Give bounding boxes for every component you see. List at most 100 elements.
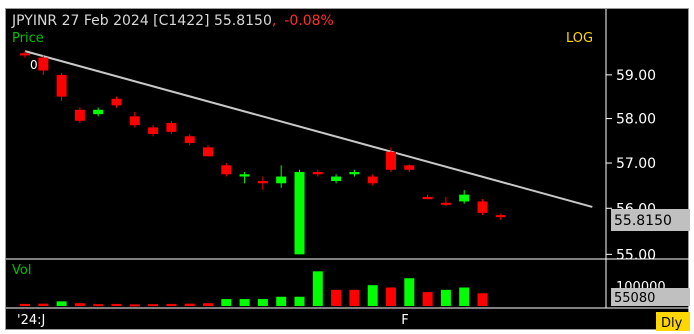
candle[interactable] bbox=[477, 199, 488, 216]
volume-bar[interactable] bbox=[111, 303, 122, 306]
candle-body bbox=[495, 215, 506, 218]
candle-body bbox=[203, 147, 213, 157]
time-axis: '24:J F bbox=[17, 313, 409, 328]
candle-body bbox=[404, 165, 415, 170]
symbol-header: JPYINR 27 Feb 2024 [C1422] 55.8150, -0.08… bbox=[11, 13, 334, 29]
price-tick-label: 59.00 bbox=[616, 68, 656, 84]
candle[interactable] bbox=[56, 72, 67, 101]
candle[interactable] bbox=[38, 55, 49, 75]
volume-layer bbox=[20, 271, 488, 307]
time-axis-label: F bbox=[401, 313, 408, 328]
candle[interactable] bbox=[93, 107, 104, 117]
candle[interactable] bbox=[184, 134, 195, 146]
candle[interactable] bbox=[203, 145, 213, 157]
candle[interactable] bbox=[312, 169, 323, 177]
volume-bar[interactable] bbox=[294, 296, 305, 306]
first-candle-tag: 0 bbox=[30, 58, 38, 72]
volume-bar[interactable] bbox=[38, 303, 49, 306]
volume-bar[interactable] bbox=[129, 304, 140, 307]
candles-layer bbox=[20, 51, 506, 255]
period-label[interactable]: Dly bbox=[661, 316, 683, 331]
volume-bar[interactable] bbox=[459, 287, 470, 307]
candle-body bbox=[56, 74, 67, 97]
candle[interactable] bbox=[294, 169, 305, 255]
price-label: Price bbox=[12, 31, 44, 46]
volume-bar[interactable] bbox=[20, 303, 30, 306]
candle-body bbox=[74, 109, 85, 121]
candle-body bbox=[440, 202, 451, 205]
candle[interactable] bbox=[422, 194, 433, 200]
volume-bar[interactable] bbox=[422, 292, 433, 306]
volume-bar[interactable] bbox=[349, 289, 360, 306]
volume-bar[interactable] bbox=[184, 303, 195, 306]
candle-body bbox=[294, 172, 305, 255]
candle[interactable] bbox=[276, 165, 287, 188]
volume-bar[interactable] bbox=[440, 289, 451, 306]
volume-bar[interactable] bbox=[312, 271, 323, 306]
candle[interactable] bbox=[440, 196, 451, 207]
volume-bar[interactable] bbox=[257, 299, 268, 306]
candle-body bbox=[367, 176, 378, 184]
last-price-box bbox=[611, 209, 690, 231]
candle-body bbox=[111, 98, 122, 106]
candle-body bbox=[221, 165, 232, 175]
volume-bar[interactable] bbox=[74, 303, 85, 306]
candle[interactable] bbox=[459, 190, 470, 204]
candle[interactable] bbox=[331, 174, 342, 184]
log-scale-label[interactable]: LOG bbox=[566, 31, 593, 46]
candle[interactable] bbox=[239, 172, 250, 184]
candle-body bbox=[93, 109, 104, 115]
candle[interactable] bbox=[129, 111, 140, 128]
candle-body bbox=[312, 172, 323, 175]
candle-body bbox=[257, 181, 268, 184]
candle[interactable] bbox=[349, 169, 360, 177]
candle-body bbox=[184, 136, 195, 143]
candle[interactable] bbox=[257, 176, 268, 191]
candle[interactable] bbox=[74, 107, 85, 123]
candle-body bbox=[459, 194, 470, 202]
candle-body bbox=[422, 196, 433, 200]
candle-body bbox=[166, 122, 177, 132]
candle-body bbox=[148, 127, 159, 135]
volume-bar[interactable] bbox=[276, 296, 287, 306]
volume-bar[interactable] bbox=[386, 287, 396, 307]
volume-bar[interactable] bbox=[404, 278, 415, 306]
candle-body bbox=[349, 172, 360, 175]
volume-bar[interactable] bbox=[367, 285, 378, 306]
volume-bar[interactable] bbox=[166, 303, 177, 306]
candle[interactable] bbox=[386, 147, 396, 173]
volume-bar[interactable] bbox=[477, 293, 488, 306]
candle-body bbox=[276, 176, 287, 184]
trendline[interactable] bbox=[24, 50, 593, 208]
candle-body bbox=[20, 53, 30, 56]
candle-body bbox=[331, 176, 342, 182]
volume-label: Vol bbox=[12, 263, 31, 278]
volume-bar[interactable] bbox=[148, 304, 159, 307]
volume-bar[interactable] bbox=[239, 299, 250, 306]
candle[interactable] bbox=[111, 96, 122, 108]
candle-body bbox=[477, 201, 488, 213]
candle[interactable] bbox=[495, 213, 506, 220]
time-axis-label: '24:J bbox=[17, 313, 45, 328]
volume-bar[interactable] bbox=[56, 301, 67, 306]
candle-body bbox=[129, 116, 140, 126]
volume-bar[interactable] bbox=[331, 289, 342, 306]
period-badge[interactable] bbox=[656, 312, 690, 331]
candle[interactable] bbox=[367, 174, 378, 186]
candle[interactable] bbox=[20, 51, 30, 58]
volume-bar[interactable] bbox=[203, 303, 213, 306]
candle[interactable] bbox=[404, 164, 415, 173]
candle[interactable] bbox=[148, 125, 159, 137]
last-volume-box bbox=[611, 288, 690, 306]
volume-bar[interactable] bbox=[93, 304, 104, 307]
candle-body bbox=[386, 151, 396, 170]
price-tick-label: 57.00 bbox=[616, 156, 656, 172]
price-tick-label: 58.00 bbox=[616, 112, 656, 128]
last-price-value: 55.8150 bbox=[614, 213, 672, 229]
volume-bar[interactable] bbox=[221, 299, 232, 306]
candle[interactable] bbox=[221, 163, 232, 177]
candle[interactable] bbox=[166, 120, 177, 135]
